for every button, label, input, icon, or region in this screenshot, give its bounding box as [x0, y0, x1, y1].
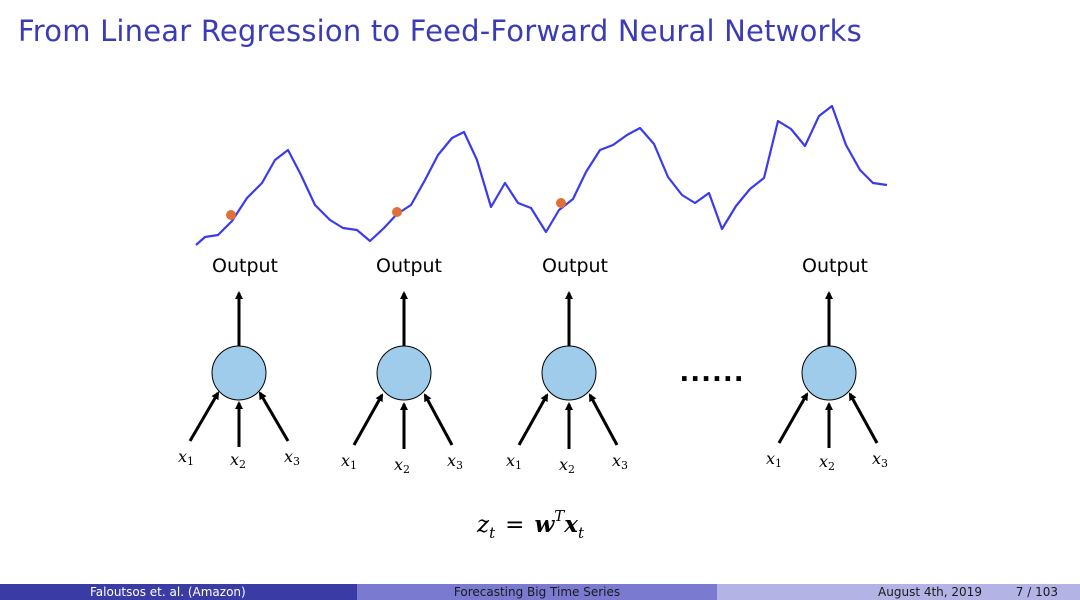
input-label-x1: x1	[341, 451, 357, 472]
ffnn-diagram: Output x1 x2 x3 Output x1 x2 x3 Output x…	[178, 104, 888, 542]
output-label: Output	[376, 255, 442, 277]
slide-title: From Linear Regression to Feed-Forward N…	[18, 14, 862, 48]
input-label-x1: x1	[506, 451, 522, 472]
output-label: Output	[802, 255, 868, 277]
forecast-marker-1	[226, 210, 236, 220]
input-label-x2: x2	[559, 455, 575, 476]
input-arrow-3	[848, 392, 879, 444]
input-label-x3: x3	[612, 451, 628, 472]
time-series-line	[195, 104, 888, 246]
ellipsis: ......	[679, 358, 744, 388]
footer-authors: Faloutsos et. al. (Amazon)	[0, 584, 357, 600]
input-arrow-1	[352, 393, 384, 446]
footer-date: August 4th, 2019	[878, 585, 982, 599]
equation: zt = wTxt	[476, 507, 585, 542]
neuron-unit-4: Output x1 x2 x3	[766, 255, 888, 473]
footer-page-number: 7 / 103	[1015, 585, 1058, 599]
input-label-x2: x2	[819, 452, 835, 473]
input-label-x2: x2	[230, 450, 246, 471]
neuron-node	[541, 345, 597, 401]
input-label-x3: x3	[284, 447, 300, 468]
neuron-unit-2: Output x1 x2 x3	[341, 255, 463, 476]
neuron-node	[801, 345, 857, 401]
input-arrow-3	[588, 393, 619, 446]
footer-bar: Faloutsos et. al. (Amazon) Forecasting B…	[0, 584, 1080, 600]
input-arrow-3	[258, 391, 290, 442]
input-label-x3: x3	[447, 451, 463, 472]
forecast-marker-2	[392, 207, 402, 217]
footer-meta: August 4th, 2019 7 / 103	[717, 584, 1080, 600]
neuron-unit-3: Output x1 x2 x3	[506, 255, 628, 476]
forecast-marker-3	[556, 198, 566, 208]
input-arrow-1	[777, 392, 809, 444]
input-label-x1: x1	[766, 449, 782, 470]
input-label-x1: x1	[178, 447, 194, 468]
input-arrow-1	[517, 393, 549, 446]
input-label-x3: x3	[872, 449, 888, 470]
neuron-node	[211, 345, 267, 401]
neuron-node	[376, 345, 432, 401]
neuron-unit-1: Output x1 x2 x3	[178, 255, 300, 471]
output-label: Output	[212, 255, 278, 277]
output-label: Output	[542, 255, 608, 277]
footer-talk-title: Forecasting Big Time Series	[357, 584, 717, 600]
input-arrow-1	[188, 391, 220, 442]
input-arrow-3	[423, 393, 454, 446]
input-label-x2: x2	[394, 455, 410, 476]
